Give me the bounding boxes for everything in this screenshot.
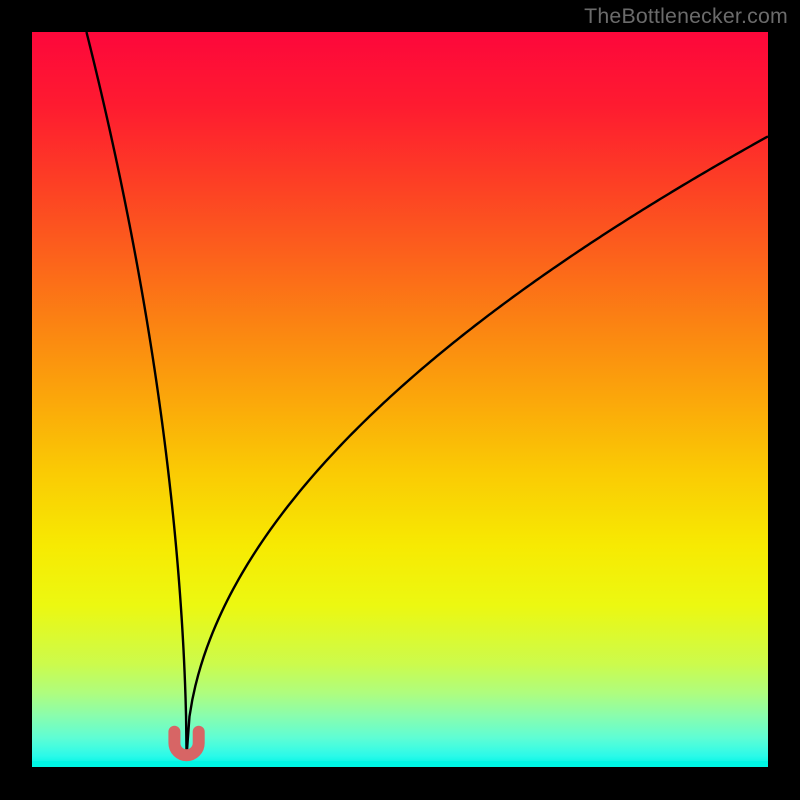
gradient-background [32,32,768,767]
chart-root: TheBottlenecker.com [0,0,800,800]
plot-area [32,32,768,767]
bottom-band [32,761,768,767]
plot-svg [32,32,768,767]
watermark-text: TheBottlenecker.com [584,4,788,29]
